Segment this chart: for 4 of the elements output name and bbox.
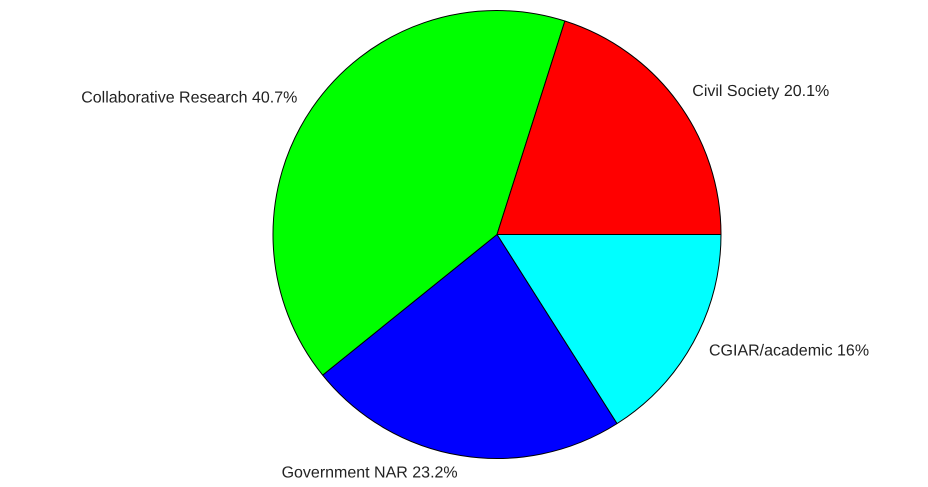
slice-label: Civil Society 20.1% (692, 83, 830, 100)
slice-label: Collaborative Research 40.7% (81, 89, 298, 106)
slice-label: Government NAR 23.2% (282, 464, 458, 482)
slice-label: CGIAR/academic 16% (708, 342, 870, 360)
